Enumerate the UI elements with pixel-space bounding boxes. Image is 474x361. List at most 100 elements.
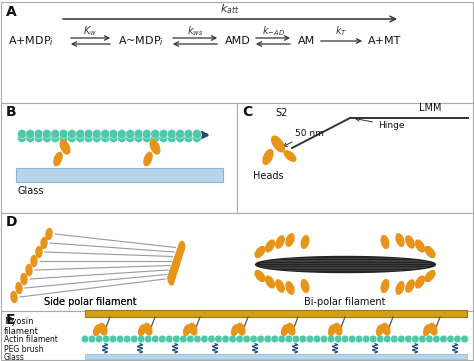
Circle shape xyxy=(180,335,187,343)
Circle shape xyxy=(313,335,321,343)
Ellipse shape xyxy=(263,149,273,165)
Circle shape xyxy=(118,130,127,139)
Text: A+MDP$_i$: A+MDP$_i$ xyxy=(8,34,54,48)
Ellipse shape xyxy=(36,247,42,257)
Circle shape xyxy=(192,130,201,139)
Circle shape xyxy=(84,130,93,139)
Ellipse shape xyxy=(382,323,390,335)
Ellipse shape xyxy=(328,325,336,335)
Text: A+MT: A+MT xyxy=(368,36,401,46)
Circle shape xyxy=(194,335,201,343)
Text: A: A xyxy=(6,5,17,19)
Circle shape xyxy=(192,134,201,143)
Circle shape xyxy=(299,335,307,343)
Circle shape xyxy=(341,335,349,343)
Circle shape xyxy=(151,134,160,143)
Ellipse shape xyxy=(334,323,342,335)
Circle shape xyxy=(109,335,117,343)
Text: S2: S2 xyxy=(275,108,287,118)
Circle shape xyxy=(67,134,76,143)
Circle shape xyxy=(369,335,377,343)
Circle shape xyxy=(134,134,143,143)
Ellipse shape xyxy=(237,323,245,335)
Circle shape xyxy=(264,335,272,343)
FancyBboxPatch shape xyxy=(16,168,223,182)
Circle shape xyxy=(151,130,160,139)
Circle shape xyxy=(419,335,426,343)
Circle shape xyxy=(102,335,110,343)
Circle shape xyxy=(92,130,101,139)
Bar xyxy=(1,2,473,103)
Ellipse shape xyxy=(381,236,389,248)
Circle shape xyxy=(126,134,135,143)
Circle shape xyxy=(18,134,27,143)
Ellipse shape xyxy=(416,276,424,288)
Circle shape xyxy=(440,335,447,343)
Circle shape xyxy=(101,134,110,143)
Circle shape xyxy=(334,335,342,343)
Circle shape xyxy=(165,335,173,343)
Ellipse shape xyxy=(276,280,284,292)
Circle shape xyxy=(43,130,52,139)
Ellipse shape xyxy=(189,323,197,335)
Circle shape xyxy=(76,130,85,139)
Circle shape xyxy=(173,335,180,343)
Circle shape xyxy=(236,335,244,343)
Circle shape xyxy=(67,130,76,139)
Ellipse shape xyxy=(265,240,274,252)
Circle shape xyxy=(426,335,433,343)
Ellipse shape xyxy=(255,247,265,257)
Ellipse shape xyxy=(276,236,284,248)
Circle shape xyxy=(158,335,166,343)
Circle shape xyxy=(152,335,159,343)
Circle shape xyxy=(59,134,68,143)
Circle shape xyxy=(405,335,412,343)
Circle shape xyxy=(433,335,440,343)
Circle shape xyxy=(285,335,292,343)
Ellipse shape xyxy=(54,152,62,166)
Circle shape xyxy=(59,130,68,139)
Circle shape xyxy=(229,335,237,343)
Ellipse shape xyxy=(11,292,17,303)
Circle shape xyxy=(51,130,60,139)
Ellipse shape xyxy=(168,273,174,285)
Circle shape xyxy=(243,335,250,343)
Text: E: E xyxy=(6,313,16,327)
Circle shape xyxy=(101,130,110,139)
Circle shape xyxy=(167,134,176,143)
Ellipse shape xyxy=(396,282,404,294)
Circle shape xyxy=(292,335,300,343)
Ellipse shape xyxy=(178,242,184,253)
Ellipse shape xyxy=(46,229,52,239)
Ellipse shape xyxy=(255,270,265,282)
Circle shape xyxy=(167,130,176,139)
Ellipse shape xyxy=(396,234,404,246)
Circle shape xyxy=(26,134,35,143)
Bar xyxy=(1,311,473,360)
Ellipse shape xyxy=(26,265,32,275)
Ellipse shape xyxy=(377,325,383,335)
Circle shape xyxy=(142,130,151,139)
Circle shape xyxy=(348,335,356,343)
Circle shape xyxy=(447,335,455,343)
Ellipse shape xyxy=(171,264,177,276)
Circle shape xyxy=(461,335,468,343)
Ellipse shape xyxy=(150,140,160,154)
Bar xyxy=(1,213,473,311)
Circle shape xyxy=(137,335,145,343)
Ellipse shape xyxy=(175,251,182,262)
Ellipse shape xyxy=(93,325,100,335)
Text: B: B xyxy=(6,105,17,119)
Text: LMM: LMM xyxy=(419,103,441,113)
Circle shape xyxy=(271,335,279,343)
Circle shape xyxy=(81,335,89,343)
Circle shape xyxy=(320,335,328,343)
Circle shape xyxy=(391,335,398,343)
Ellipse shape xyxy=(272,136,284,152)
Circle shape xyxy=(26,130,35,139)
Text: $K_w$: $K_w$ xyxy=(83,24,97,38)
Circle shape xyxy=(159,130,168,139)
Circle shape xyxy=(34,130,43,139)
Ellipse shape xyxy=(144,152,152,166)
Ellipse shape xyxy=(60,140,70,154)
